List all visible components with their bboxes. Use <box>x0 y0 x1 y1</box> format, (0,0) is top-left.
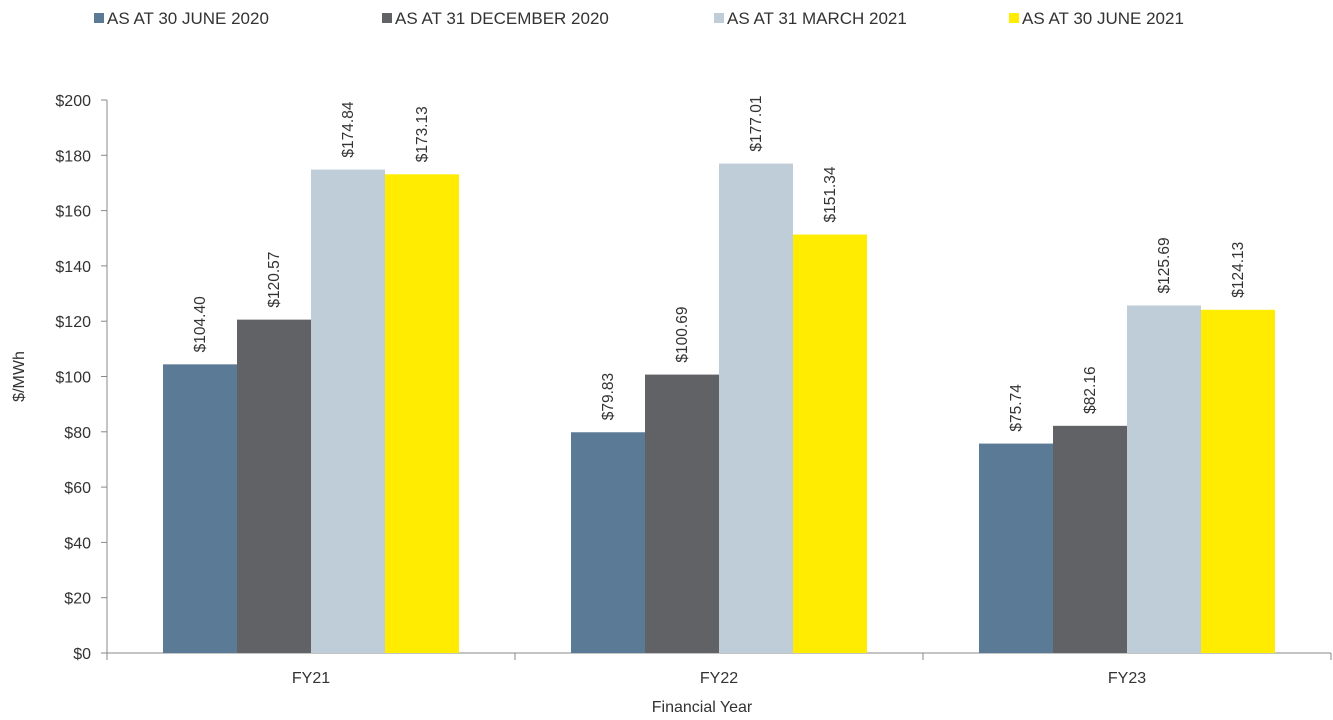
data-label: $151.34 <box>822 166 839 222</box>
y-tick-label: $20 <box>64 591 91 608</box>
data-label: $79.83 <box>600 373 617 420</box>
x-tick-label: FY21 <box>292 670 330 687</box>
data-label: $120.57 <box>266 252 283 308</box>
y-tick-label: $200 <box>55 93 91 110</box>
bar <box>1053 425 1127 653</box>
y-axis: $0 $20 $40 $60 $80 $100 $120 $140 $160 $180 $200 <box>55 93 108 663</box>
y-tick-label: $180 <box>55 148 91 165</box>
legend-label: AS AT 30 JUNE 2020 <box>107 9 269 28</box>
data-label: $104.40 <box>192 296 209 352</box>
data-label: $125.69 <box>1156 237 1173 293</box>
bars <box>163 163 1275 654</box>
bar <box>645 374 719 653</box>
bar <box>1127 305 1201 653</box>
y-tick-label: $60 <box>64 480 91 497</box>
legend-item: AS AT 31 MARCH 2021 <box>714 9 907 28</box>
value-labels: $104.40 $120.57 $174.84 $173.13 $79.83 $100.6… <box>192 96 1247 432</box>
data-label: $177.01 <box>748 96 765 152</box>
data-label: $174.84 <box>340 101 357 157</box>
x-axis-title: Financial Year <box>652 699 753 716</box>
data-label: $82.16 <box>1082 366 1099 413</box>
x-axis: FY21 FY22 FY23 <box>106 652 1332 687</box>
legend-item: AS AT 31 DECEMBER 2020 <box>382 9 609 28</box>
bar <box>719 163 793 653</box>
bar <box>1201 309 1275 653</box>
legend-swatch <box>382 13 392 23</box>
legend-item: AS AT 30 JUNE 2021 <box>1009 9 1184 28</box>
data-label: $173.13 <box>414 106 431 162</box>
y-axis-title: $/MWh <box>11 351 28 402</box>
y-tick-label: $140 <box>55 259 91 276</box>
bar <box>793 234 867 653</box>
legend-swatch <box>714 13 724 23</box>
data-label: $124.13 <box>1230 242 1247 298</box>
x-tick-label: FY23 <box>1108 670 1146 687</box>
y-tick-label: $100 <box>55 370 91 387</box>
x-tick-label: FY22 <box>700 670 738 687</box>
y-tick-label: $120 <box>55 314 91 331</box>
data-label: $100.69 <box>674 307 691 363</box>
legend-swatch <box>94 13 104 23</box>
y-tick-label: $40 <box>64 535 91 552</box>
bar <box>237 319 311 653</box>
bar <box>979 443 1053 653</box>
data-label: $75.74 <box>1008 384 1025 432</box>
bar <box>571 432 645 653</box>
legend-swatch <box>1009 13 1019 23</box>
legend-label: AS AT 31 DECEMBER 2020 <box>395 9 609 28</box>
bar <box>311 169 385 654</box>
legend-label: AS AT 30 JUNE 2021 <box>1022 9 1184 28</box>
legend: AS AT 30 JUNE 2020 AS AT 31 DECEMBER 2020… <box>94 9 1184 28</box>
bar <box>163 364 237 653</box>
y-tick-label: $0 <box>73 646 91 663</box>
bar <box>385 174 459 654</box>
legend-label: AS AT 31 MARCH 2021 <box>727 9 907 28</box>
y-tick-label: $80 <box>64 425 91 442</box>
y-tick-label: $160 <box>55 204 91 221</box>
legend-item: AS AT 30 JUNE 2020 <box>94 9 269 28</box>
